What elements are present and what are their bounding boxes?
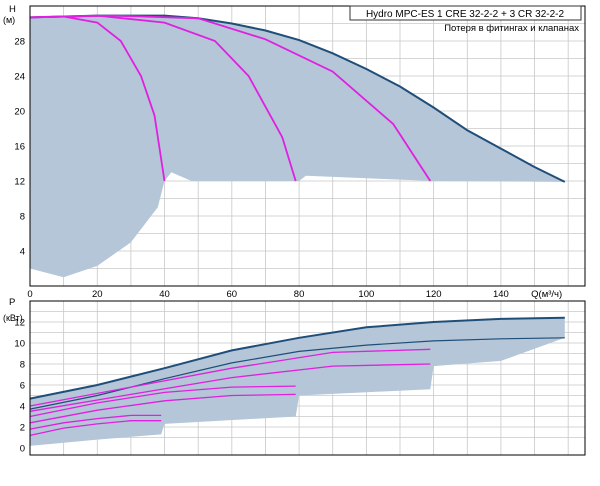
y-tick-label: 10 — [14, 339, 25, 350]
y-axis-label: P — [9, 297, 15, 308]
title-box-frame — [349, 5, 582, 21]
x-tick-label: 0 — [27, 289, 32, 300]
operating-area — [30, 15, 565, 278]
x-tick-label: 100 — [358, 289, 374, 300]
x-tick-label: 40 — [159, 289, 170, 300]
y-tick-label: 4 — [20, 247, 25, 258]
plot-frame — [29, 300, 586, 456]
power-curve — [29, 393, 296, 424]
y-tick-label: 8 — [20, 360, 25, 371]
x-tick-label: 60 — [227, 289, 238, 300]
y-tick-label: 12 — [14, 318, 25, 329]
envelope-curve-upper — [29, 316, 565, 400]
y-axis-unit: (м) — [3, 15, 15, 25]
power-flow-panel: 0 2 4 6 8 10 12 P (кВт) — [3, 297, 586, 456]
envelope-curve-lower — [29, 337, 565, 410]
y-tick-label: 8 — [20, 212, 25, 223]
power-curve — [29, 385, 296, 418]
y-tick-label: 0 — [20, 444, 25, 455]
power-curve — [29, 420, 162, 437]
operating-area — [30, 317, 565, 446]
x-axis-label: Q(м³/ч) — [531, 289, 562, 300]
envelope-curve — [29, 14, 566, 183]
y-axis-label: H — [9, 4, 16, 15]
power-curve — [29, 348, 431, 407]
y-tick-label: 4 — [20, 402, 25, 413]
y-tick-label: 2 — [20, 423, 25, 434]
chart-title: Hydro MPC-ES 1 CRE 32-2-2 + 3 CR 32-2-2 — [366, 9, 565, 20]
power-curve — [29, 363, 431, 412]
y-tick-label: 24 — [14, 72, 25, 83]
pump-curve — [29, 14, 432, 182]
plot-frame — [29, 5, 586, 287]
x-tick-label: 120 — [426, 289, 442, 300]
power-curve — [29, 414, 162, 430]
chart-subtitle: Потеря в фитингах и клапанах — [444, 23, 579, 34]
y-tick-label: 6 — [20, 381, 25, 392]
y-tick-label: 28 — [14, 37, 25, 48]
y-tick-label: 16 — [14, 142, 25, 153]
x-tick-label: 140 — [493, 289, 509, 300]
x-tick-label: 20 — [92, 289, 103, 300]
y-axis-unit: (кВт) — [3, 313, 23, 323]
head-flow-panel: 4 8 12 16 20 24 28 0 20 40 60 80 100 120 140 H(м) Q(м³/ч… — [3, 4, 586, 300]
x-tick-label: 80 — [294, 289, 305, 300]
y-tick-label: 20 — [14, 107, 25, 118]
title-box: Hydro MPC-ES 1 CRE 32-2-2 + 3 CR 32-2-2 … — [349, 5, 582, 34]
y-tick-label: 12 — [14, 177, 25, 188]
